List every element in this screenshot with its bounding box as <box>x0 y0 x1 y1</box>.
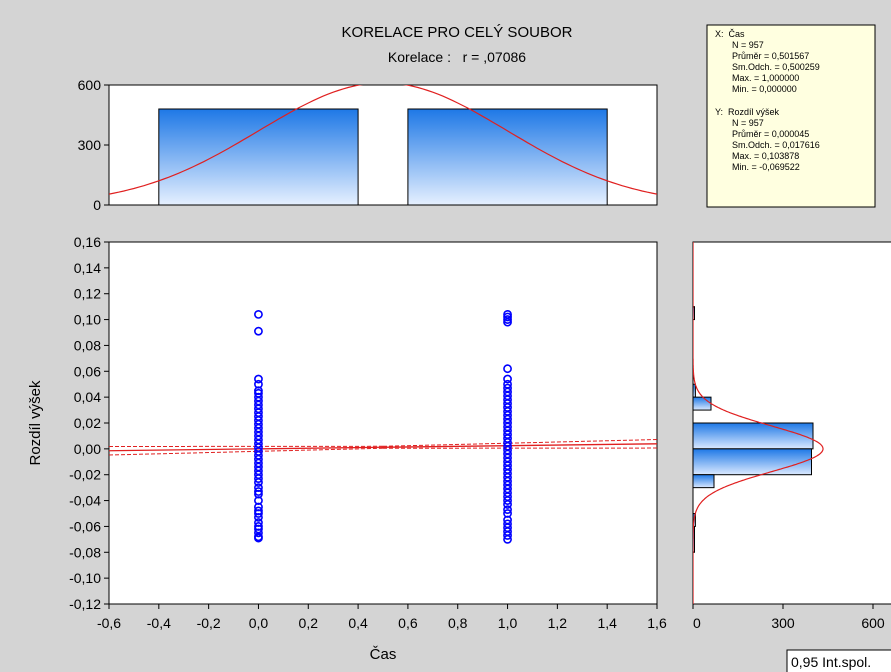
top-histogram-tick-label: 0 <box>93 197 101 213</box>
right-histogram-bar <box>693 306 695 321</box>
right-histogram-fit-curve <box>693 242 824 604</box>
y-axis-label: Rozdíl výšek <box>27 380 44 466</box>
right-histogram-bar <box>693 422 814 450</box>
y-tick-label: -0,04 <box>69 493 101 509</box>
data-point <box>503 534 512 544</box>
data-point <box>254 326 263 336</box>
y-tick-label: 0,08 <box>74 337 101 353</box>
top-histogram-bar <box>407 108 608 205</box>
stats-x-line-3: Sm.Odch. = 0,500259 <box>732 62 820 72</box>
stats-y-line-5: Min. = -0,069522 <box>732 162 800 172</box>
right-histogram-bar <box>693 448 812 476</box>
stats-x-line-4: Max. = 1,000000 <box>732 73 799 83</box>
ci-upper-right <box>382 439 657 447</box>
data-point <box>503 505 512 515</box>
data-point <box>254 309 263 319</box>
y-tick-label: 0,02 <box>74 415 101 431</box>
data-point <box>254 528 263 538</box>
y-tick-label: 0,10 <box>74 312 101 328</box>
data-point <box>503 496 512 505</box>
data-point <box>503 364 512 374</box>
chart-title: KORELACE PRO CELÝ SOUBOR <box>342 24 573 41</box>
stats-x-line-5: Min. = 0,000000 <box>732 84 797 94</box>
right-histogram-tick-label: 0 <box>693 615 701 631</box>
stats-y-line-2: Průměr = 0,000045 <box>732 129 809 139</box>
data-point <box>503 312 512 322</box>
chart-subtitle: Korelace : r = ,07086 <box>388 49 526 65</box>
data-point <box>254 487 263 496</box>
x-tick-label: 0,6 <box>398 615 418 631</box>
right-histogram-tick-label: 300 <box>771 615 795 631</box>
y-tick-label: -0,06 <box>69 518 101 534</box>
stats-y-header: Y: Rozdíl výšek <box>715 107 780 117</box>
x-axis-label: Čas <box>370 646 397 663</box>
data-point <box>503 531 512 540</box>
x-tick-label: 1,6 <box>647 615 667 631</box>
data-point <box>254 512 263 522</box>
x-tick-label: -0,2 <box>197 615 221 631</box>
x-tick-label: 0,2 <box>299 615 319 631</box>
right-histogram-bar <box>693 396 712 411</box>
x-tick-label: 0,8 <box>448 615 468 631</box>
y-tick-label: 0,00 <box>74 441 101 457</box>
scatter-plot: -0,6 -0,4 -0,2 0,0 0,2 0,4 0,6 0,8 1,0 1,2 1,4 1,6 … <box>69 234 667 631</box>
right-histogram-bar <box>693 474 715 489</box>
stats-box-frame <box>706 24 876 208</box>
y-tick-label: 0,12 <box>74 286 101 302</box>
top-histogram-tick-label: 300 <box>78 137 102 153</box>
top-histogram-bar <box>158 108 359 205</box>
x-tick-label: 1,2 <box>548 615 568 631</box>
top-histogram: 0 300 600 <box>78 77 658 213</box>
y-tick-label: -0,08 <box>69 544 101 560</box>
x-tick-label: 0,4 <box>348 615 368 631</box>
y-tick-label: -0,02 <box>69 467 101 483</box>
data-point <box>254 533 263 543</box>
legend-label: 0,95 Int.spol. <box>791 654 871 670</box>
right-histogram-tick-label: 600 <box>861 615 885 631</box>
data-point <box>503 315 512 324</box>
stats-x-line-2: Průměr = 0,501567 <box>732 51 809 61</box>
y-tick-label: 0,06 <box>74 363 101 379</box>
x-tick-label: 1,4 <box>597 615 617 631</box>
regression-line <box>109 443 657 452</box>
stats-box: X: Čas N = 957 Průměr = 0,501567 Sm.Odch… <box>706 24 876 208</box>
data-point <box>254 478 263 487</box>
data-point <box>503 500 512 509</box>
ci-lower-left <box>109 447 384 456</box>
legend: 0,95 Int.spol. <box>786 649 891 672</box>
top-histogram-fit-curve <box>109 85 657 195</box>
y-tick-label: -0,12 <box>69 596 101 612</box>
x-tick-label: -0,6 <box>97 615 121 631</box>
x-tick-label: 0,0 <box>249 615 269 631</box>
scatter-plot-area <box>108 241 658 605</box>
x-tick-label: -0,4 <box>147 615 171 631</box>
y-tick-label: -0,10 <box>69 570 101 586</box>
right-histogram-bar <box>693 383 696 398</box>
stats-y-line-1: N = 957 <box>732 118 764 128</box>
data-point <box>254 509 263 518</box>
right-histogram: 0 300 600 <box>692 241 891 631</box>
top-histogram-tick-label: 600 <box>78 77 102 93</box>
stats-y-line-4: Max. = 0,103878 <box>732 151 799 161</box>
legend-box <box>786 649 891 672</box>
data-point <box>254 474 263 483</box>
x-tick-label: 1,0 <box>498 615 518 631</box>
data-point <box>503 317 512 327</box>
data-point <box>503 374 512 384</box>
y-tick-label: 0,04 <box>74 389 101 405</box>
stats-x-header: X: Čas <box>715 29 745 39</box>
data-point <box>254 374 263 384</box>
stats-x-line-1: N = 957 <box>732 40 764 50</box>
stats-y-line-3: Sm.Odch. = 0,017616 <box>732 140 820 150</box>
y-tick-label: 0,16 <box>74 234 101 250</box>
y-tick-label: 0,14 <box>74 260 101 276</box>
